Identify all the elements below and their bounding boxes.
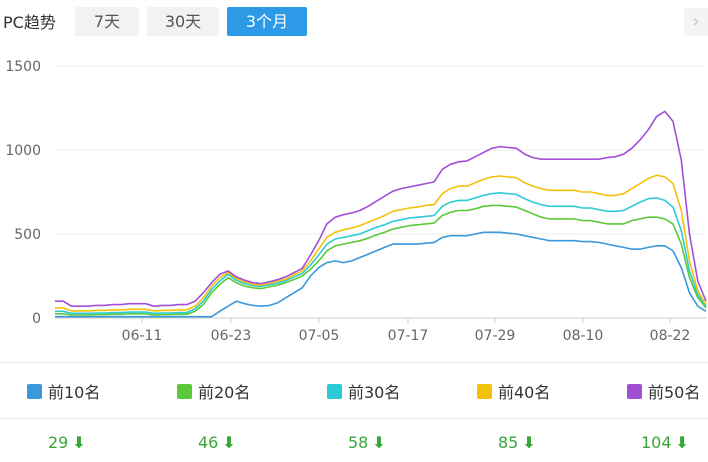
series-line-5 [55,110,707,308]
arrow-down-icon: ⬇ [372,433,386,452]
tab-30-days[interactable]: 30天 [147,7,219,36]
divider [0,418,708,419]
series-line-2 [55,204,707,316]
count-value: 85 [498,433,519,452]
legend-label: 前20名 [198,383,251,402]
x-tick-label: 07-05 [299,328,340,344]
legend-swatch [27,383,42,399]
arrow-down-icon: ⬇ [675,433,689,452]
trend-line-chart: 0 500 1000 1500 06-11 06-23 07-05 07-17 07-29 08… [5,59,707,344]
tab-7-days[interactable]: 7天 [75,7,139,36]
x-axis-ticks: 06-11 06-23 07-05 07-17 07-29 08-10 08-22 [122,318,691,344]
count-value: 58 [348,433,369,452]
time-range-tabs: PC趋势 7天 30天 3个月 › [0,0,708,44]
x-tick-label: 06-11 [122,328,163,344]
legend-swatch [327,383,342,399]
series-lines [55,110,707,318]
legend-item-top40[interactable]: 前40名 [477,380,550,402]
arrow-down-icon: ⬇ [222,433,236,452]
x-tick-label: 07-29 [475,328,516,344]
legend-label: 前50名 [648,383,701,402]
x-tick-label: 08-22 [650,328,691,344]
trend-label: PC趋势 [3,13,56,32]
tab-3-months[interactable]: 3个月 [227,7,307,36]
legend-item-top20[interactable]: 前20名 [177,380,250,402]
count-top30: 58 ⬇ [348,433,386,452]
legend-label: 前40名 [498,383,551,402]
count-top10: 29 ⬇ [48,433,86,452]
arrow-down-icon: ⬇ [522,433,536,452]
y-tick-label: 500 [14,227,41,243]
arrow-down-icon: ⬇ [72,433,86,452]
legend-swatch [177,383,192,399]
y-tick-label: 0 [32,311,41,327]
legend-label: 前10名 [48,383,101,402]
legend-label: 前30名 [348,383,401,402]
count-value: 104 [641,433,672,452]
x-tick-label: 07-17 [388,328,429,344]
count-top40: 85 ⬇ [498,433,536,452]
count-top50: 104 ⬇ [641,433,689,452]
chevron-right-icon[interactable]: › [684,8,708,36]
legend-item-top10[interactable]: 前10名 [27,380,100,402]
legend-item-top50[interactable]: 前50名 [627,380,700,402]
count-value: 29 [48,433,69,452]
series-line-3 [55,192,707,315]
count-top20: 46 ⬇ [198,433,236,452]
x-tick-label: 06-23 [211,328,252,344]
series-line-1 [55,231,707,318]
y-tick-label: 1000 [5,143,41,159]
x-tick-label: 08-10 [563,328,604,344]
legend-item-top30[interactable]: 前30名 [327,380,400,402]
legend-swatch [627,383,642,399]
divider [0,362,708,363]
legend-swatch [477,383,492,399]
y-tick-label: 1500 [5,59,41,75]
count-value: 46 [198,433,219,452]
series-line-4 [55,174,707,312]
grid-lines [55,65,706,319]
y-axis-ticks: 0 500 1000 1500 [5,59,41,327]
